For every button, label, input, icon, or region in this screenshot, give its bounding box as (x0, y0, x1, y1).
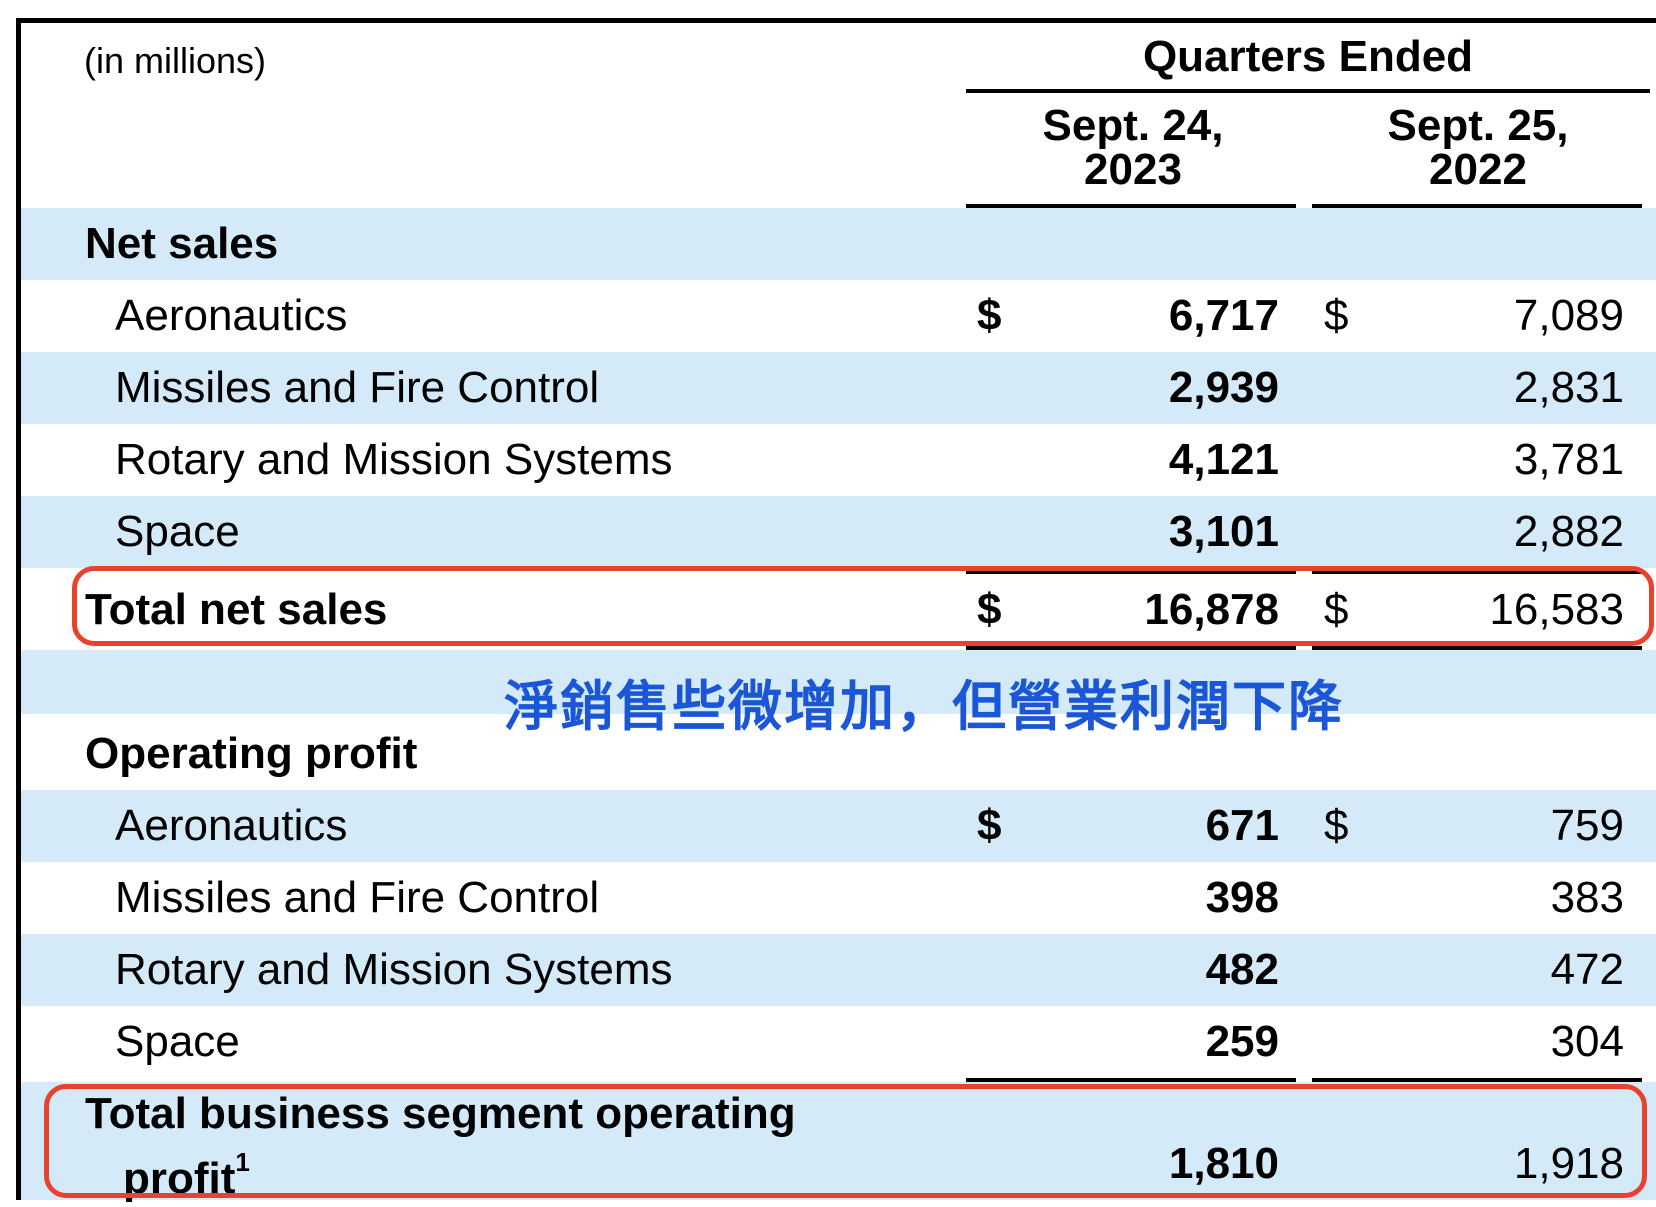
total-rule-2022 (1312, 646, 1642, 650)
row-label: Space (115, 507, 240, 556)
annotation-note: 淨銷售些微增加，但營業利潤下降 (504, 677, 1344, 737)
value-2023: 4,121 (1168, 435, 1279, 484)
currency-symbol: $ (977, 585, 1002, 634)
currency-symbol: $ (1324, 585, 1349, 634)
subtotal-rule-2023 (966, 570, 1296, 574)
table-row: Rotary and Mission Systems 4,121 3,781 (21, 424, 1656, 496)
net-sales-section-header: Net sales (21, 208, 1656, 280)
currency-symbol: $ (977, 801, 1002, 850)
column-header-2022-line1: Sept. 25, (1387, 101, 1569, 150)
period-group-header: Quarters Ended (1142, 32, 1474, 81)
value-2022: 16,583 (1489, 585, 1624, 634)
section-title: Operating profit (85, 729, 418, 778)
operating-profit-section-header: Operating profit (21, 718, 1656, 790)
value-2022: 3,781 (1513, 435, 1624, 484)
value-2023: 3,101 (1168, 507, 1279, 556)
subtotal-rule-2023 (966, 1078, 1296, 1082)
value-2023: 2,939 (1168, 363, 1279, 412)
value-2022: 304 (1550, 1017, 1624, 1066)
total-net-sales-row: Total net sales $ 16,878 $ 16,583 (21, 574, 1656, 646)
row-label: Aeronautics (115, 291, 348, 340)
column-header-2023: Sept. 24, 2023 (968, 104, 1298, 192)
value-2023: 482 (1205, 945, 1279, 994)
column-header-2023-line2: 2023 (1084, 145, 1182, 194)
row-label: Missiles and Fire Control (115, 363, 600, 412)
section-title: Net sales (85, 219, 279, 268)
operating-profit-highlight-box (44, 1084, 1647, 1198)
net-sales-highlight-box (72, 566, 1654, 646)
value-2023: 259 (1205, 1017, 1279, 1066)
table-row: Aeronautics $ 6,717 $ 7,089 (21, 280, 1656, 352)
value-2023: 1,810 (1168, 1139, 1279, 1188)
table-row: Rotary and Mission Systems 482 472 (21, 934, 1656, 1006)
table-row: Space 3,101 2,882 (21, 496, 1656, 568)
total-rule-2023 (966, 646, 1296, 650)
row-label-line1: Total business segment operating (85, 1089, 796, 1138)
column-header-2022-line2: 2022 (1429, 145, 1527, 194)
table-row: Missiles and Fire Control 398 383 (21, 862, 1656, 934)
footnote-marker: 1 (235, 1147, 250, 1177)
subtotal-rule-2022 (1312, 570, 1642, 574)
value-2023: 6,717 (1168, 291, 1279, 340)
row-label: Aeronautics (115, 801, 348, 850)
header-rule (966, 89, 1650, 93)
currency-symbol: $ (1324, 801, 1349, 850)
table-row: Aeronautics $ 671 $ 759 (21, 790, 1656, 862)
value-2022: 1,918 (1513, 1139, 1624, 1188)
value-2023: 16,878 (1144, 585, 1279, 634)
row-label: Space (115, 1017, 240, 1066)
value-2023: 398 (1205, 873, 1279, 922)
row-label: Missiles and Fire Control (115, 873, 600, 922)
value-2022: 383 (1550, 873, 1624, 922)
table-row: Missiles and Fire Control 2,939 2,831 (21, 352, 1656, 424)
total-operating-profit-row: Total business segment operating profit1… (21, 1082, 1656, 1203)
value-2022: 472 (1550, 945, 1624, 994)
table-top-border (16, 18, 1656, 23)
currency-symbol: $ (977, 291, 1002, 340)
value-2023: 671 (1205, 801, 1279, 850)
table-left-border (16, 18, 21, 1200)
table-row: Space 259 304 (21, 1006, 1656, 1078)
row-label: Total net sales (85, 585, 388, 634)
currency-symbol: $ (1324, 291, 1349, 340)
column-header-2022: Sept. 25, 2022 (1313, 104, 1643, 192)
value-2022: 2,831 (1513, 363, 1624, 412)
column-rule-2023 (966, 204, 1296, 208)
spacer-row (21, 650, 1656, 714)
column-rule-2022 (1312, 204, 1642, 208)
units-label: (in millions) (84, 40, 267, 81)
row-label: Rotary and Mission Systems (115, 945, 673, 994)
value-2022: 759 (1550, 801, 1624, 850)
value-2022: 2,882 (1513, 507, 1624, 556)
value-2022: 7,089 (1513, 291, 1624, 340)
column-header-2023-line1: Sept. 24, (1042, 101, 1224, 150)
subtotal-rule-2022 (1312, 1078, 1642, 1082)
row-label: Rotary and Mission Systems (115, 435, 673, 484)
